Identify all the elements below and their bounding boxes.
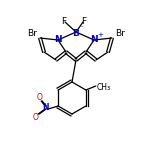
Text: F: F: [61, 17, 67, 26]
Text: Br: Br: [27, 29, 37, 38]
Text: N: N: [42, 104, 48, 112]
Text: N: N: [90, 36, 98, 45]
Text: O: O: [36, 93, 42, 102]
Text: F: F: [81, 17, 86, 26]
Text: ⁻: ⁻: [79, 24, 83, 33]
Text: B: B: [73, 29, 79, 38]
Text: +: +: [97, 32, 103, 38]
Text: O: O: [32, 112, 38, 121]
Text: Br: Br: [115, 29, 125, 38]
Text: CH₃: CH₃: [97, 83, 111, 92]
Text: N: N: [54, 36, 62, 45]
